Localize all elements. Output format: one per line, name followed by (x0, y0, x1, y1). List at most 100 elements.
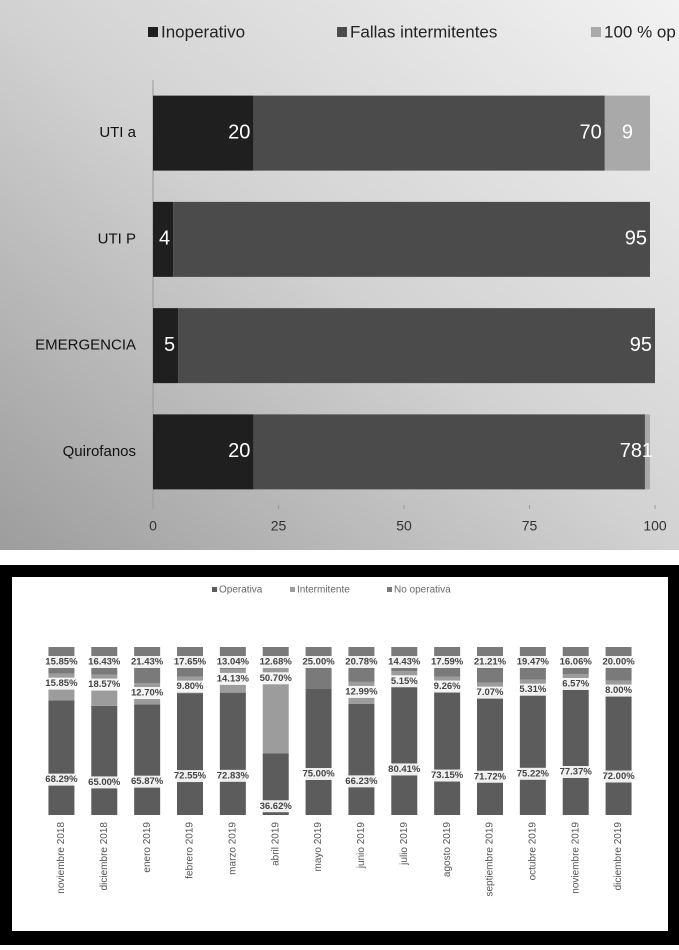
category-label: Quirofanos (63, 443, 136, 460)
value-label: 12.68% (260, 657, 293, 668)
value-label: 21.21% (474, 657, 507, 668)
value-label: 7.07% (477, 687, 504, 698)
legend-swatch (148, 27, 158, 37)
legend-swatch (591, 27, 601, 37)
value-label-box (213, 769, 252, 782)
value-label: 9 (622, 121, 633, 143)
value-label: 66.23% (345, 776, 378, 787)
value-label: 14.43% (388, 657, 421, 668)
bar-segment (153, 201, 174, 277)
value-label: 20 (228, 121, 250, 143)
value-label-box (42, 773, 81, 786)
value-label: 1 (642, 440, 653, 462)
value-label: 77.37% (560, 767, 593, 778)
value-label: 68.29% (45, 774, 78, 785)
value-label-box (599, 770, 638, 783)
value-label: 72.55% (174, 771, 207, 782)
value-label-box (128, 687, 167, 700)
x-tick-label: agosto 2019 (442, 822, 453, 877)
bar-segment (305, 689, 332, 815)
value-label: 95 (625, 228, 647, 250)
value-label: 5.15% (391, 676, 418, 687)
value-label: 72.00% (602, 771, 635, 782)
value-label-box (171, 656, 209, 668)
x-tick-label: octubre 2019 (527, 822, 538, 881)
value-label-box (556, 766, 595, 779)
bar-segment (153, 308, 179, 384)
bar-segment (519, 688, 546, 815)
legend-label: Intermitente (297, 585, 350, 596)
x-tick-label: noviembre 2018 (56, 822, 67, 894)
bar-segment (253, 414, 645, 490)
bar-segment (348, 703, 375, 815)
value-label-box (513, 683, 552, 696)
value-label: 15.85% (45, 678, 78, 689)
value-label: 12.70% (131, 688, 164, 699)
value-label: 17.59% (431, 657, 464, 668)
x-tick-label: diciembre 2018 (99, 822, 110, 891)
x-tick-label: marzo 2019 (227, 822, 238, 875)
bar-segment (153, 95, 254, 171)
bar-segment (253, 95, 605, 171)
value-label-box (385, 763, 424, 776)
value-label: 16.06% (560, 657, 593, 668)
legend-label: Operativa (219, 585, 263, 596)
value-label: 50.70% (260, 673, 293, 684)
value-label-box (471, 656, 509, 668)
legend-label: Inoperativo (161, 22, 245, 41)
x-tick-label: septiembre 2019 (485, 822, 496, 897)
bar-segment (391, 679, 418, 815)
value-label-box (299, 656, 338, 668)
value-label-box (342, 685, 381, 698)
bar-segment (91, 705, 118, 815)
value-label: 20 (228, 440, 250, 462)
value-label: 5.31% (519, 684, 546, 695)
value-label: 4 (159, 228, 170, 250)
value-label-box (428, 656, 467, 668)
value-label: 75.22% (517, 768, 550, 779)
value-label-box (513, 767, 552, 780)
bar-segment (219, 692, 246, 815)
value-label-box (213, 656, 252, 668)
x-tick-label: 75 (522, 518, 538, 534)
value-label: 9.26% (434, 681, 461, 692)
value-label: 75.00% (302, 769, 335, 780)
value-label: 14.13% (217, 673, 250, 684)
value-label-box (128, 656, 167, 668)
legend-label: No operativa (394, 585, 451, 596)
bar-segment (153, 414, 254, 490)
value-label-box (342, 656, 381, 668)
bar-segment (134, 704, 161, 815)
value-label: 21.43% (131, 657, 164, 668)
value-label-box (428, 769, 467, 782)
value-label: 70 (580, 121, 602, 143)
bar-segment (48, 700, 75, 815)
value-label-box (513, 656, 552, 668)
legend-swatch (337, 27, 347, 37)
x-tick-label: 50 (396, 518, 412, 534)
legend-swatch (387, 587, 392, 592)
value-label: 95 (630, 334, 652, 356)
value-label-box (171, 680, 209, 693)
bar-segment (434, 692, 461, 815)
value-label: 5 (164, 334, 175, 356)
value-label-box (428, 680, 467, 693)
value-label-box (42, 677, 81, 690)
x-tick-label: 25 (271, 518, 287, 534)
value-label: 18.57% (88, 679, 121, 690)
x-tick-label: 100 (643, 518, 667, 534)
value-label-box (299, 768, 338, 780)
value-label-box (85, 656, 124, 668)
value-label: 71.72% (474, 771, 507, 782)
bar-segment (477, 694, 503, 815)
bar-segment (644, 414, 650, 490)
value-label: 8.00% (605, 685, 632, 696)
value-label: 12.99% (345, 686, 378, 697)
value-label-box (42, 656, 81, 669)
value-label-box (256, 656, 295, 668)
x-tick-label: febrero 2019 (185, 822, 196, 879)
x-tick-label: 0 (149, 518, 157, 534)
bar-segment (178, 308, 655, 384)
x-tick-label: junio 2019 (356, 822, 367, 870)
